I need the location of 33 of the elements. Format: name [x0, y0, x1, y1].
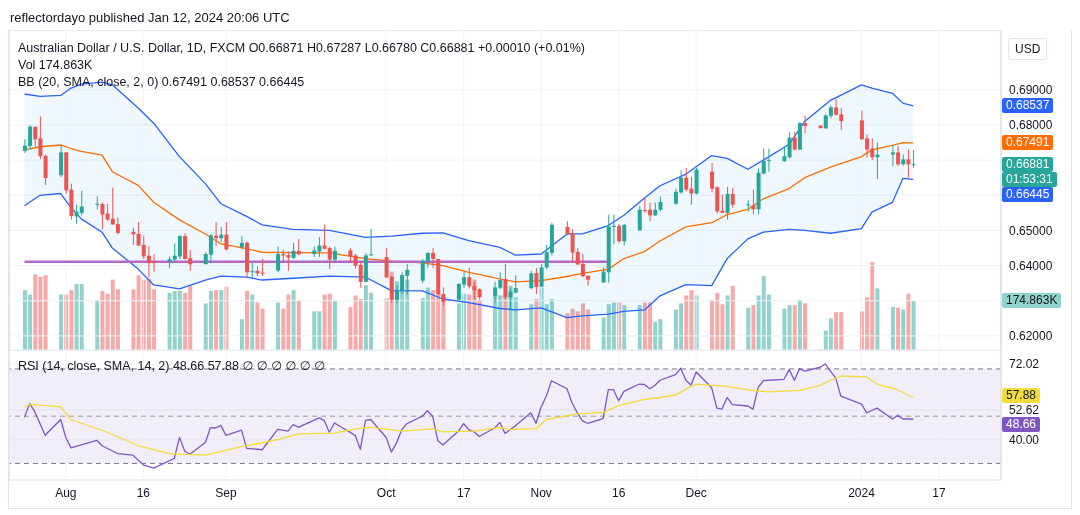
x-tick-label: Aug — [55, 485, 77, 500]
annotation: BB (20, SMA, close, 2, 0) 0.67491 0.68537 0.66445 — [18, 75, 305, 89]
y-tick-label: 0.69000 — [1009, 83, 1053, 98]
text: reflectordayo published Jan 12, 2024 20:06 UTC — [10, 10, 290, 25]
y-tick-label: 52.62 — [1009, 403, 1040, 418]
x-tick-label: 17 — [932, 485, 946, 500]
x-tick-label: 16 — [136, 485, 151, 500]
x-tick-label: 17 — [456, 485, 471, 500]
text: 0.67491 — [1002, 135, 1054, 151]
x-tick-label: 16 — [611, 485, 626, 500]
y-tick-label: 0.65000 — [1009, 223, 1053, 238]
text: 0.68537 — [1002, 98, 1054, 114]
text: 01:53:31 — [1002, 171, 1057, 187]
y-tick-label: 0.64000 — [1009, 258, 1053, 273]
x-tick-label: Dec — [685, 485, 707, 500]
y-tick-label: 40.00 — [1009, 433, 1040, 448]
text: 0.66881 — [1002, 156, 1054, 172]
annotation: RSI (14, close, SMA, 14, 2) 48.66 57.88 ∅ ∅ ∅ ∅ ∅ ∅ — [18, 359, 326, 373]
text: 48.66 — [1002, 416, 1041, 432]
text: 57.88 — [1002, 388, 1041, 403]
x-tick-label: Oct — [376, 485, 397, 500]
annotation: Vol 174.863K — [18, 58, 93, 72]
text: Australian Dollar / U.S. Dollar, 1D, FXCM — [18, 41, 246, 55]
y-tick-label: 0.62000 — [1009, 329, 1053, 344]
x-tick-label: Nov — [530, 485, 552, 500]
x-tick-label: 2024 — [848, 485, 876, 500]
annotation: O0.66871 H0.67287 L0.66780 C0.66881 +0.00010 (+0.01%) — [248, 41, 586, 55]
y-tick-label: 0.68000 — [1009, 118, 1053, 133]
x-tick-label: Sep — [215, 485, 237, 500]
text: 0.66445 — [1002, 186, 1054, 202]
y-axis-title: USD — [1015, 42, 1041, 56]
text: 174.863K — [1002, 293, 1062, 309]
y-tick-label: 72.02 — [1009, 357, 1040, 372]
